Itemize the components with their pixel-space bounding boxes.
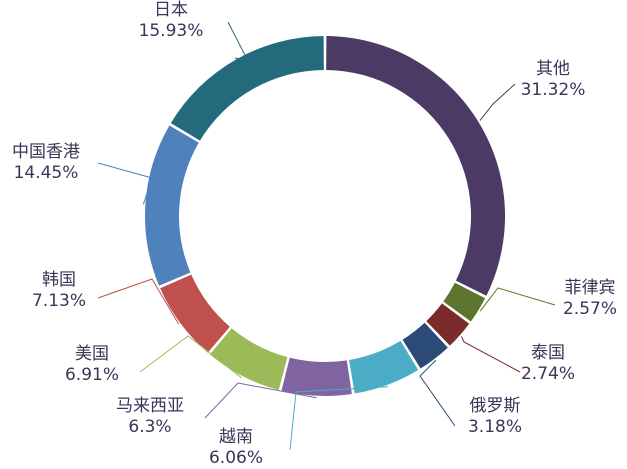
slice-8 [144, 125, 199, 286]
leader-line-9 [227, 21, 249, 62]
slice-7 [160, 274, 230, 353]
slice-pct-5: 6.3% [128, 417, 171, 437]
slice-label-5: 马来西亚 [116, 396, 184, 416]
slice-5 [281, 357, 352, 396]
slice-9 [170, 36, 324, 141]
slice-label-1: 菲律宾 [565, 278, 616, 298]
slice-pct-4: 6.06% [209, 448, 263, 468]
leader-line-0 [479, 83, 516, 121]
donut-slices [144, 36, 506, 396]
leader-line-8 [97, 162, 153, 205]
slice-6 [209, 328, 288, 390]
slice-pct-9: 15.93% [139, 21, 204, 41]
slice-pct-2: 2.74% [521, 364, 575, 384]
slice-pct-8: 14.45% [14, 163, 79, 183]
slice-pct-7: 7.13% [32, 291, 86, 311]
slice-label-4: 越南 [219, 427, 253, 447]
slice-label-6: 美国 [75, 344, 109, 364]
slice-0 [326, 36, 506, 296]
leader-line-3 [419, 359, 456, 427]
leader-line-5 [204, 382, 317, 419]
leader-line-4 [289, 386, 389, 451]
slice-3 [402, 322, 448, 369]
slice-label-3: 俄罗斯 [470, 396, 521, 416]
leader-line-6 [139, 335, 242, 379]
slice-label-9: 日本 [154, 0, 188, 20]
slice-label-0: 其他 [536, 59, 570, 79]
leader-line-1 [479, 287, 556, 312]
slice-1 [443, 282, 486, 322]
slice-pct-6: 6.91% [65, 365, 119, 385]
slice-label-2: 泰国 [531, 343, 565, 363]
leader-line-2 [461, 336, 521, 373]
slice-2 [426, 303, 470, 346]
slice-label-8: 中国香港 [12, 142, 80, 162]
leader-line-7 [97, 278, 180, 325]
slice-pct-0: 31.32% [521, 80, 586, 100]
slice-label-7: 韩国 [42, 270, 76, 290]
slice-4 [349, 340, 419, 394]
slice-pct-3: 3.18% [468, 417, 522, 437]
slice-pct-1: 2.57% [563, 299, 617, 319]
